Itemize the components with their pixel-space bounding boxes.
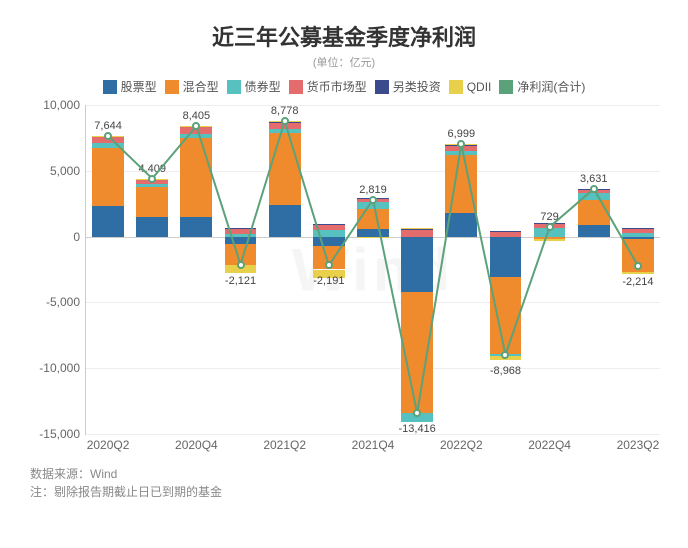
legend-swatch <box>375 80 389 94</box>
line-overlay <box>86 105 660 434</box>
legend-swatch <box>103 80 117 94</box>
chart-subtitle: (单位：亿元) <box>30 54 658 70</box>
line-marker <box>281 117 289 125</box>
legend-label: 另类投资 <box>393 78 441 95</box>
line-marker <box>369 196 377 204</box>
xtick-label: 2022Q2 <box>440 434 483 452</box>
xtick-label: 2020Q2 <box>87 434 130 452</box>
legend-label: 股票型 <box>121 78 157 95</box>
chart-title: 近三年公募基金季度净利润 <box>30 20 658 52</box>
source-block: 数据来源：Wind 注：剔除报告期截止日已到期的基金 <box>30 465 658 501</box>
ytick-label: 5,000 <box>50 164 86 178</box>
legend-swatch <box>165 80 179 94</box>
legend-item: 另类投资 <box>375 78 441 95</box>
xtick-label: 2022Q4 <box>528 434 571 452</box>
legend-swatch <box>227 80 241 94</box>
legend-swatch <box>289 80 303 94</box>
legend-item: 混合型 <box>165 78 219 95</box>
legend-label: 净利润(合计) <box>517 78 585 95</box>
note-label: 注： <box>30 485 54 499</box>
legend-item: 净利润(合计) <box>499 78 585 95</box>
source-value: Wind <box>90 467 117 481</box>
plot-area: Wind -15,000-10,000-5,00005,00010,000202… <box>85 105 660 435</box>
line-marker <box>546 223 554 231</box>
ytick-label: 10,000 <box>43 98 86 112</box>
line-marker <box>590 185 598 193</box>
net-profit-line <box>108 121 638 413</box>
xtick-label: 2021Q2 <box>263 434 306 452</box>
legend-swatch <box>499 80 513 94</box>
note-value: 剔除报告期截止日已到期的基金 <box>54 485 222 499</box>
xtick-label: 2020Q4 <box>175 434 218 452</box>
line-marker <box>237 261 245 269</box>
ytick-label: -10,000 <box>39 361 86 375</box>
line-marker <box>148 175 156 183</box>
source-label: 数据来源： <box>30 467 90 481</box>
line-marker <box>104 132 112 140</box>
xtick-label: 2021Q4 <box>352 434 395 452</box>
legend-item: QDII <box>449 78 492 95</box>
chart-container: 近三年公募基金季度净利润 (单位：亿元) 股票型 混合型 债券型 货币市场型 另类投资 Q… <box>0 0 688 548</box>
legend-item: 股票型 <box>103 78 157 95</box>
legend: 股票型 混合型 债券型 货币市场型 另类投资 QDII 净利润(合计) <box>30 78 658 95</box>
legend-item: 货币市场型 <box>289 78 367 95</box>
line-marker <box>634 262 642 270</box>
ytick-label: 0 <box>73 230 86 244</box>
legend-label: 货币市场型 <box>307 78 367 95</box>
legend-swatch <box>449 80 463 94</box>
legend-label: QDII <box>467 80 492 94</box>
legend-label: 债券型 <box>245 78 281 95</box>
legend-item: 债券型 <box>227 78 281 95</box>
legend-label: 混合型 <box>183 78 219 95</box>
ytick-label: -15,000 <box>39 427 86 441</box>
ytick-label: -5,000 <box>46 295 86 309</box>
xtick-label: 2023Q2 <box>617 434 660 452</box>
